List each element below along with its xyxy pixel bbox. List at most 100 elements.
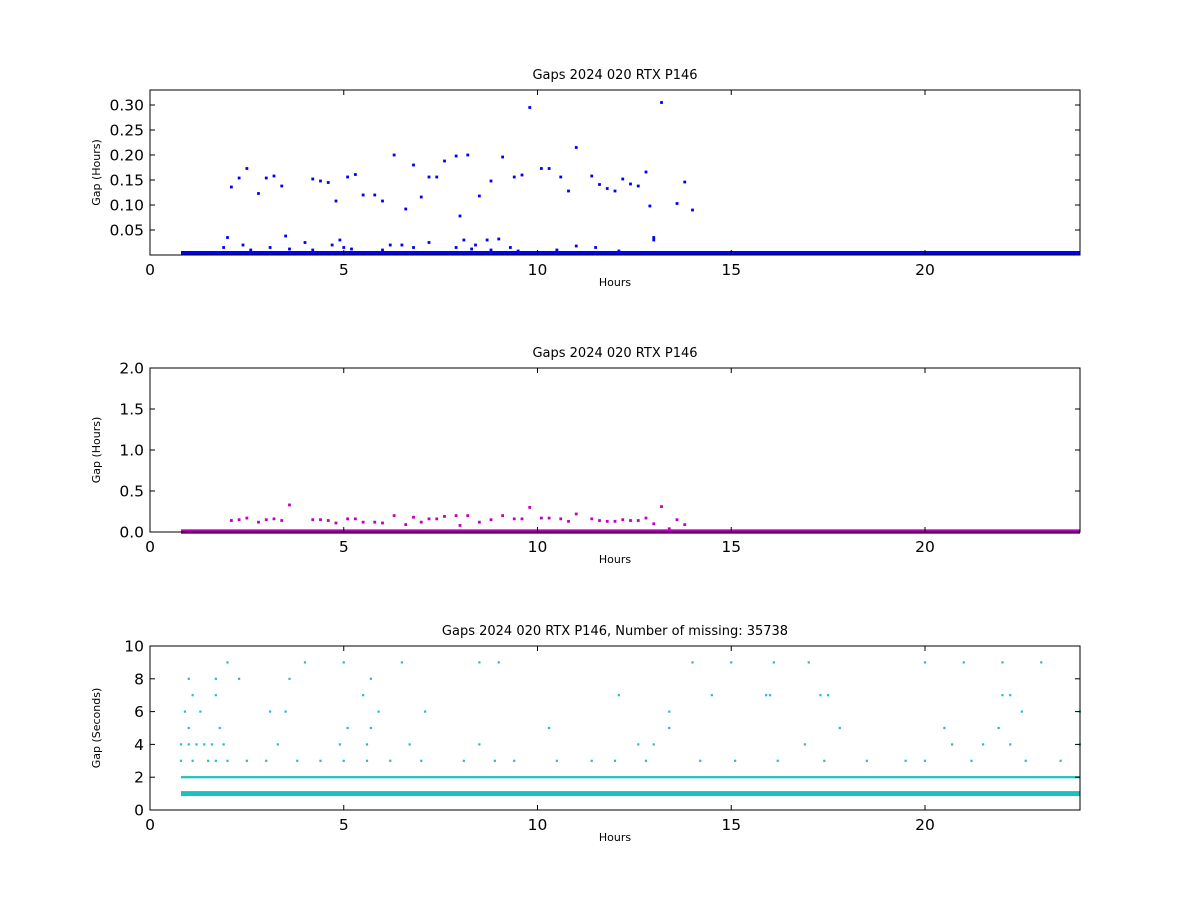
data-point [508,246,512,249]
data-point [381,521,384,525]
data-point [443,515,446,518]
data-point [353,517,357,521]
y-axis-label: Gap (Hours) [90,417,103,484]
data-point [245,516,249,520]
data-point [296,759,299,762]
y-tick-label: 0.30 [109,97,144,115]
data-point [272,174,276,178]
data-point [226,661,229,664]
data-point [226,236,229,239]
data-point [346,726,349,730]
y-axis-label: Gap (Seconds) [90,688,103,769]
data-point [183,710,186,713]
data-point [648,204,652,208]
data-point [652,743,655,746]
data-point [477,520,481,524]
data-point [373,520,377,524]
y-tick-label: 0 [134,802,144,820]
data-point [330,243,334,247]
data-point [520,173,524,177]
data-point [660,505,663,508]
data-point [574,244,578,248]
y-tick-label: 1.0 [119,442,144,460]
y-tick-label: 0.15 [109,172,144,190]
data-point [195,743,198,746]
data-point [501,155,505,159]
y-tick-label: 0.10 [109,197,144,215]
data-point [636,184,640,188]
data-point [222,246,226,249]
data-point [265,759,268,762]
data-point [420,759,423,762]
chart-panel-3: Gaps 2024 020 RTX P146, Number of missin… [90,624,1082,844]
data-point [427,241,431,244]
data-point [613,759,617,762]
data-point [478,743,481,746]
y-tick-label: 0.20 [109,147,144,165]
data-point [1001,661,1004,664]
chart-panel-1: Gaps 2024 020 RTX P146 0 5 10 15 20 0.05 0.10 0.… [90,68,1081,289]
data-point [489,248,493,252]
data-point [284,234,288,238]
data-point [280,184,284,188]
data-point [389,759,392,762]
data-point [1009,743,1012,746]
x-tick-label: 5 [339,261,349,279]
data-point [644,516,648,520]
data-point [691,661,694,664]
data-point [528,106,532,109]
data-point [179,759,183,762]
data-point [621,518,625,522]
plot-frame [149,89,1081,256]
x-tick-label: 20 [915,816,935,834]
chart-title: Gaps 2024 020 RTX P146, Number of missin… [442,624,788,639]
data-point [598,519,601,522]
data-point [365,759,369,762]
y-tick-label: 2.0 [119,360,144,378]
data-point [629,182,632,186]
data-point [613,519,617,523]
data-point [218,726,221,730]
data-point [668,710,671,713]
data-point [730,661,733,664]
y-tick-label: 4 [134,736,144,754]
data-point [361,520,365,524]
data-point [1009,694,1012,697]
data-point [621,177,625,181]
data-point [338,743,341,746]
data-point [365,743,369,746]
data-point [214,677,217,680]
data-point [512,517,516,521]
data-point [1059,759,1062,762]
data-point [377,710,380,713]
data-point [652,522,656,526]
data-point [338,238,342,242]
data-point [776,759,779,762]
data-point [229,519,233,522]
data-point [462,759,465,762]
data-point [326,181,330,184]
plot-frame [149,645,1081,811]
data-point [478,661,481,664]
data-point [528,506,532,509]
data-point [512,175,516,179]
y-tick-label: 8 [134,670,144,688]
data-point [590,759,593,762]
data-point [1040,661,1043,664]
data-point [734,759,737,762]
data-point [458,214,462,218]
data-point [311,518,315,522]
data-point [288,503,291,507]
data-point [629,519,632,522]
baseline-band [181,251,1080,255]
data-point [590,517,594,521]
plot-frame [149,367,1081,533]
x-tick-label: 10 [528,261,548,279]
data-point [493,759,496,762]
y-tick-label: 0.25 [109,122,144,140]
data-point [567,519,570,523]
data-point [865,759,868,762]
chart-title: Gaps 2024 020 RTX P146 [532,68,697,83]
data-point [675,518,679,522]
data-point [284,710,287,713]
